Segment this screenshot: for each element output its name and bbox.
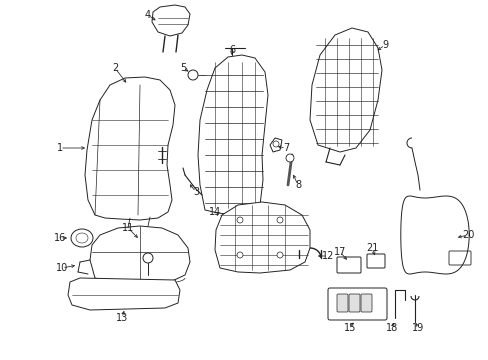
Polygon shape [198, 55, 267, 215]
Text: 12: 12 [321, 251, 333, 261]
Polygon shape [68, 278, 180, 310]
FancyBboxPatch shape [336, 294, 347, 312]
FancyBboxPatch shape [327, 288, 386, 320]
FancyBboxPatch shape [348, 294, 359, 312]
Text: 7: 7 [282, 143, 288, 153]
Polygon shape [85, 77, 175, 220]
FancyBboxPatch shape [448, 251, 470, 265]
Text: 20: 20 [461, 230, 473, 240]
Text: 9: 9 [381, 40, 387, 50]
Polygon shape [309, 28, 381, 152]
Circle shape [276, 217, 283, 223]
Text: 16: 16 [54, 233, 66, 243]
Text: 4: 4 [144, 10, 151, 20]
Text: 1: 1 [57, 143, 63, 153]
Text: 15: 15 [343, 323, 355, 333]
Circle shape [237, 217, 243, 223]
Text: 2: 2 [112, 63, 118, 73]
Text: 3: 3 [193, 187, 199, 197]
Text: 18: 18 [385, 323, 397, 333]
Polygon shape [215, 202, 309, 273]
Text: 17: 17 [333, 247, 346, 257]
Polygon shape [152, 5, 190, 36]
Circle shape [187, 70, 198, 80]
FancyBboxPatch shape [366, 254, 384, 268]
Text: 10: 10 [56, 263, 68, 273]
Circle shape [276, 252, 283, 258]
Polygon shape [269, 138, 282, 152]
Circle shape [237, 252, 243, 258]
Text: 19: 19 [411, 323, 423, 333]
Circle shape [272, 141, 279, 147]
Text: 8: 8 [294, 180, 301, 190]
FancyBboxPatch shape [360, 294, 371, 312]
Circle shape [285, 154, 293, 162]
Polygon shape [90, 226, 190, 285]
Circle shape [142, 253, 153, 263]
Text: 11: 11 [122, 223, 134, 233]
FancyBboxPatch shape [336, 257, 360, 273]
Text: 21: 21 [365, 243, 377, 253]
Ellipse shape [76, 233, 88, 243]
Text: 6: 6 [228, 45, 235, 55]
Text: 14: 14 [208, 207, 221, 217]
Ellipse shape [71, 229, 93, 247]
Text: 5: 5 [180, 63, 186, 73]
Text: 13: 13 [116, 313, 128, 323]
